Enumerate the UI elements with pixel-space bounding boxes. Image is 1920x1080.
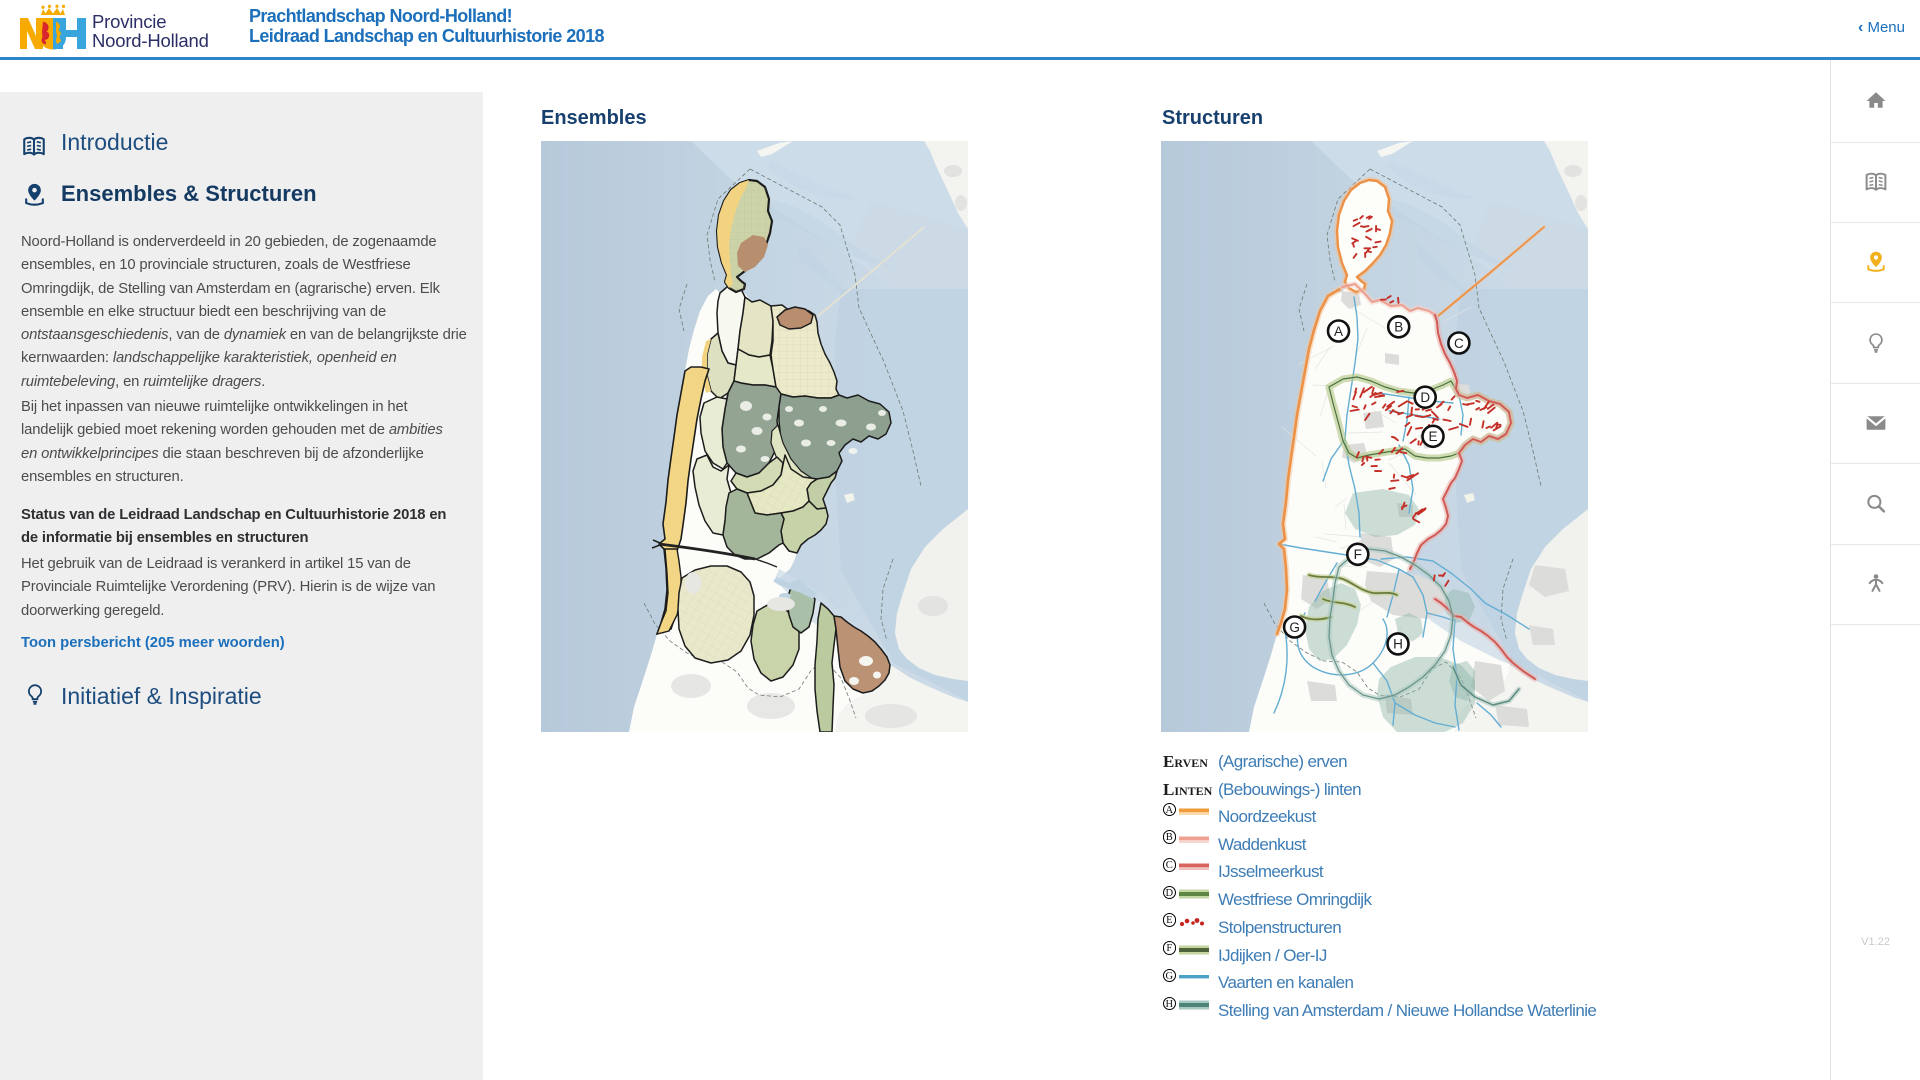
svg-text:B: B	[1394, 320, 1403, 335]
svg-text:D: D	[1420, 390, 1430, 405]
svg-text:C: C	[1454, 336, 1464, 351]
svg-text:H: H	[1393, 637, 1403, 652]
svg-text:F: F	[1354, 547, 1362, 562]
svg-text:G: G	[1289, 620, 1300, 635]
svg-text:E: E	[1428, 429, 1437, 444]
svg-text:A: A	[1334, 324, 1343, 339]
